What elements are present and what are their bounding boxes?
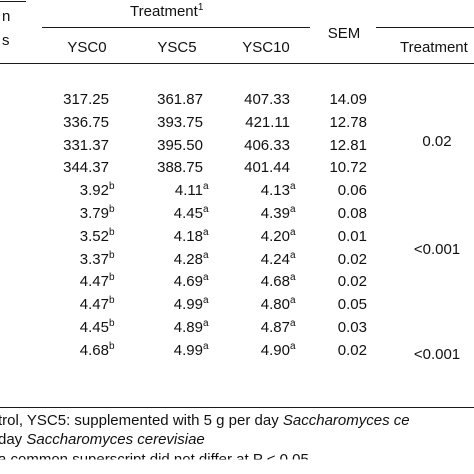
cell-ysc0: 4.68b — [79, 341, 115, 359]
left-header-line-2: s — [2, 32, 10, 49]
cell-sem: 0.08 — [337, 205, 367, 222]
cell-ysc10: 4.20a — [260, 227, 296, 245]
footnote-line-2: day Saccharomyces cerevisiae — [0, 431, 205, 448]
cell-ysc10: 401.44 — [244, 159, 290, 176]
cell-ysc0: 344.37 — [63, 159, 109, 176]
cell-sem: 0.02 — [337, 273, 367, 290]
treatment-group-header: Treatment1 — [130, 2, 204, 20]
treatment-group-rule — [42, 27, 310, 28]
column-header-ysc5: YSC5 — [157, 39, 197, 56]
footnote-line-3: a common superscript did not differ at P… — [0, 451, 309, 468]
cell-sem: 0.06 — [337, 182, 367, 199]
cell-ysc10: 421.11 — [245, 114, 290, 131]
header-bottom-rule — [0, 63, 474, 64]
cell-ysc0: 4.47b — [79, 295, 115, 313]
cell-ysc5: 361.87 — [157, 91, 203, 108]
cell-sem: 14.09 — [329, 91, 367, 108]
cell-ysc10: 4.68a — [260, 272, 296, 290]
cell-sem: 12.81 — [329, 137, 367, 154]
cell-ysc0: 336.75 — [63, 114, 109, 131]
cell-sem: 0.02 — [337, 251, 367, 268]
cell-ysc5: 4.18a — [173, 227, 209, 245]
cell-ysc5: 4.99a — [173, 341, 209, 359]
treatment-label: Treatment — [130, 3, 198, 20]
column-header-ysc10: YSC10 — [242, 39, 290, 56]
cell-ysc10: 4.80a — [260, 295, 296, 313]
cell-sem: 0.02 — [337, 342, 367, 359]
cell-ysc0: 3.92b — [79, 181, 115, 199]
cell-ysc5: 395.50 — [157, 137, 203, 154]
column-header-ysc0: YSC0 — [67, 39, 107, 56]
cell-ysc10: 4.87a — [260, 318, 296, 336]
cell-ysc5: 4.69a — [173, 272, 209, 290]
cell-ysc5: 4.89a — [173, 318, 209, 336]
column-header-treatment-p: Treatment — [400, 39, 468, 56]
cell-ysc10: 406.33 — [244, 137, 290, 154]
cell-ysc5: 4.28a — [173, 250, 209, 268]
treatment-footnote-marker: 1 — [197, 2, 204, 13]
cell-sem: 0.05 — [337, 296, 367, 313]
cell-ysc0: 317.25 — [63, 91, 109, 108]
left-header-line-1: n — [2, 8, 11, 25]
cell-ysc10: 4.13a — [260, 181, 296, 199]
cell-ysc0: 3.79b — [79, 204, 115, 222]
cell-ysc0: 3.37b — [79, 250, 115, 268]
cell-ysc5: 4.11a — [174, 181, 209, 199]
cell-sem: 0.03 — [337, 319, 367, 336]
p-value-group-1: 0.02 — [422, 133, 452, 150]
header-top-rule-right — [376, 27, 474, 28]
cell-sem: 0.01 — [337, 228, 367, 245]
p-value-group-2: <0.001 — [413, 241, 461, 258]
cell-ysc0: 3.52b — [79, 227, 115, 245]
cell-ysc0: 4.47b — [79, 272, 115, 290]
cell-ysc5: 388.75 — [157, 159, 203, 176]
cell-ysc5: 393.75 — [157, 114, 203, 131]
cell-sem: 12.78 — [329, 114, 367, 131]
cell-ysc0: 4.45b — [79, 318, 115, 336]
header-top-rule-left — [0, 1, 26, 2]
cell-sem: 10.72 — [329, 159, 367, 176]
cell-ysc0: 331.37 — [63, 137, 109, 154]
column-header-sem: SEM — [327, 25, 361, 42]
footer-rule — [0, 407, 474, 408]
cell-ysc5: 4.99a — [173, 295, 209, 313]
cell-ysc5: 4.45a — [173, 204, 209, 222]
cell-ysc10: 407.33 — [244, 91, 290, 108]
cell-ysc10: 4.24a — [260, 250, 296, 268]
footnote-line-1: trol, YSC5: supplemented with 5 g per da… — [0, 412, 410, 429]
cell-ysc10: 4.39a — [260, 204, 296, 222]
p-value-group-3: <0.001 — [413, 346, 461, 363]
cell-ysc10: 4.90a — [260, 341, 296, 359]
